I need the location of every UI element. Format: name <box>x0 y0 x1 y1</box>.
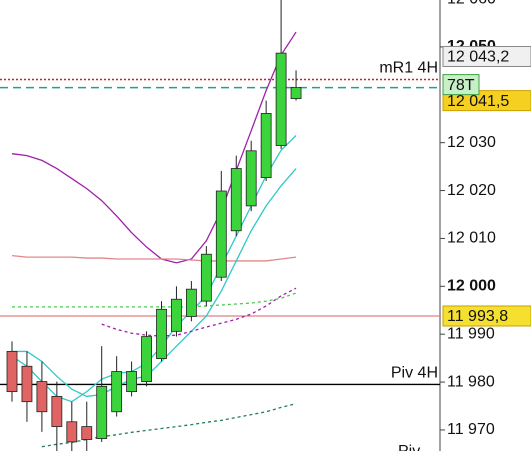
candle-body <box>215 190 227 278</box>
countdown-text: 78T <box>447 77 475 94</box>
countdown-tag: 78T <box>442 74 480 96</box>
candle-body <box>36 381 48 413</box>
candle-body <box>245 150 257 207</box>
price-tag-box <box>442 90 531 112</box>
y-tick-label: 12 010 <box>447 230 496 247</box>
candle-body <box>66 421 78 443</box>
candle-body <box>260 113 272 179</box>
bottom-note: Piv <box>398 443 420 451</box>
price-tag-box <box>442 305 531 327</box>
price-tag: 12 043,2 <box>442 45 531 67</box>
price-tag-box <box>442 45 531 67</box>
marks <box>6 0 302 451</box>
countdown-box <box>442 74 480 96</box>
price-tag: 12 041,5 <box>442 90 531 112</box>
candle-body <box>81 426 93 440</box>
candle-body <box>141 336 152 382</box>
candle-body <box>126 371 137 393</box>
indicator-line <box>11 31 297 264</box>
price-tag-text: 11 993,8 <box>447 308 508 325</box>
level-label: mR1 4H <box>379 60 438 77</box>
level-label: Piv 4H <box>391 365 438 382</box>
candle-body <box>21 365 33 403</box>
candle-body <box>200 253 212 302</box>
candle-body <box>290 87 302 100</box>
candle-body <box>51 396 63 427</box>
y-tick-label: 11 970 <box>447 421 495 438</box>
y-tick-label: 11 980 <box>447 373 495 390</box>
candle-body <box>185 288 197 317</box>
indicator-line <box>11 255 297 262</box>
candle-body <box>171 298 182 332</box>
y-tick-label: 12 000 <box>447 278 496 295</box>
price-tag-text: 12 041,5 <box>447 93 509 110</box>
candle-body <box>230 168 242 232</box>
y-tick-label: 12 060 <box>447 0 496 7</box>
candle-body <box>275 52 287 146</box>
candle-body <box>111 371 123 413</box>
candle-body <box>6 351 18 393</box>
y-tick-label: 11 990 <box>447 325 495 342</box>
candle-body <box>156 308 167 359</box>
price-tag: 11 993,8 <box>442 305 531 327</box>
y-tick-label: 12 030 <box>447 134 496 151</box>
indicator-line <box>12 168 297 398</box>
indicator-line <box>41 402 297 448</box>
price-tag-text: 12 043,2 <box>447 49 509 66</box>
y-tick-label: 12 020 <box>447 182 496 199</box>
indicator-line <box>12 292 297 308</box>
indicator-line <box>101 287 297 337</box>
candle-body <box>96 385 108 439</box>
